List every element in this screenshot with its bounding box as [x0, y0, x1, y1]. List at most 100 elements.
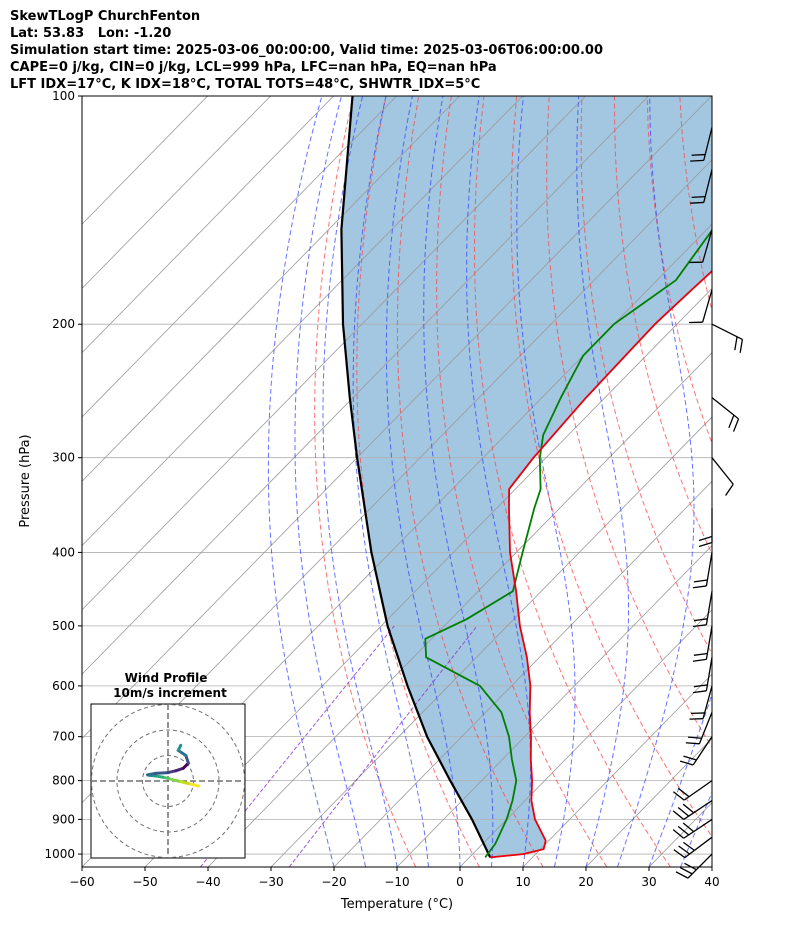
wind-barb-flag	[698, 535, 713, 542]
isotherm-line	[82, 96, 523, 547]
wind-barb	[689, 229, 713, 264]
wind-barb-staff	[692, 736, 713, 766]
wind-barb	[711, 397, 740, 432]
cin-shading	[341, 96, 712, 858]
wind-barb-staff	[683, 818, 713, 839]
isotherm-line	[396, 544, 712, 867]
y-tick-label: 800	[52, 774, 75, 788]
dewpoint-line	[424, 228, 712, 858]
wind-barb-flag	[691, 153, 706, 156]
x-tick-label: −20	[321, 875, 346, 889]
x-tick-label: −40	[195, 875, 220, 889]
wind-barb	[692, 591, 713, 628]
isotherm-line	[459, 609, 712, 867]
y-axis-label: Pressure (hPa)	[18, 434, 33, 527]
wind-barb	[711, 323, 744, 353]
wind-barb-flag	[678, 845, 690, 855]
isotherm-line	[522, 673, 712, 867]
isotherm-line	[270, 416, 712, 867]
wind-barb-flag	[684, 862, 697, 871]
temperature-line	[490, 269, 712, 859]
wind-barb	[689, 289, 713, 324]
wind-barb-flag	[728, 414, 735, 429]
time-line: Simulation start time: 2025-03-06_00:00:…	[10, 43, 603, 58]
wind-barb	[673, 836, 713, 859]
wind-barb-staff	[705, 625, 713, 660]
wind-barbs-layer	[672, 127, 744, 879]
wind-barb-flag	[690, 201, 704, 204]
wind-barb	[690, 169, 713, 204]
wind-barb-staff	[684, 836, 713, 859]
y-tick-label: 700	[52, 730, 75, 744]
trace-layer	[340, 96, 712, 859]
cape-cin-fill-layer	[341, 96, 712, 858]
location-line: Lat: 53.83 Lon: -1.20	[10, 26, 172, 41]
wind-barb-flag	[691, 195, 706, 199]
wind-barb-flag	[672, 810, 685, 820]
moist-adiabat-line	[294, 96, 366, 867]
wind-barb-staff	[711, 323, 743, 340]
y-tick-label: 900	[52, 812, 75, 826]
dry-adiabat-line	[778, 96, 794, 867]
wind-barb-flag	[692, 658, 707, 662]
isotherm-line	[144, 287, 712, 867]
x-tick-label: −10	[384, 875, 409, 889]
wind-barb-flag	[682, 803, 695, 814]
wind-barb-flag	[693, 618, 708, 622]
x-tick-label: 0	[456, 875, 464, 889]
index-line: LFT IDX=17°C, K IDX=18°C, TOTAL TOTS=48°…	[10, 77, 481, 92]
hodograph-segment	[166, 776, 180, 783]
wind-barb	[692, 552, 713, 589]
grid-layer	[82, 96, 794, 867]
wind-barb-flag	[687, 736, 702, 739]
x-tick-label: 20	[578, 875, 593, 889]
wind-barb	[711, 457, 734, 496]
dry-adiabat-line	[745, 96, 794, 867]
hodograph-segment	[176, 743, 183, 752]
wind-barb-flag	[673, 849, 686, 859]
wind-barb-flag	[683, 841, 695, 851]
isotherm-line	[711, 866, 712, 867]
wind-barb-flag	[693, 652, 708, 656]
wind-barb-flag	[739, 339, 744, 353]
hodograph-area	[91, 704, 245, 858]
moist-adiabat-line	[680, 791, 712, 867]
moist-adiabat-line	[466, 96, 531, 867]
x-tick-label: 30	[641, 875, 656, 889]
wind-barb-flag	[672, 829, 685, 839]
wind-barb-flag	[692, 690, 707, 694]
mixing-ratio-line	[288, 625, 478, 867]
y-tick-label: 600	[52, 679, 75, 693]
wind-barb	[675, 853, 713, 879]
hodograph-segment	[176, 748, 188, 757]
hodograph-segment	[176, 779, 190, 786]
wind-barb-flag	[683, 755, 697, 761]
wind-barb-flag	[734, 336, 738, 351]
wind-barb-flag	[675, 871, 689, 879]
hodograph-segment	[153, 771, 170, 775]
wind-barb	[679, 736, 713, 766]
moist-adiabat-line	[267, 96, 335, 867]
isotherm-line	[82, 96, 586, 611]
x-tick-label: 10	[515, 875, 530, 889]
wind-barb-staff	[711, 457, 734, 485]
wind-barb-flag	[692, 624, 707, 628]
chart-title: SkewTLogP ChurchFenton	[10, 9, 201, 24]
wind-barb-flag	[682, 822, 695, 833]
x-axis-label: Temperature (°C)	[340, 897, 453, 912]
y-tick-label: 200	[52, 317, 75, 331]
isotherm-line	[82, 96, 271, 290]
dry-adiabat-line	[614, 96, 712, 555]
moist-adiabat-line	[516, 96, 576, 867]
wind-barb-flag	[732, 418, 740, 432]
wind-barb	[685, 712, 713, 745]
y-tick-label: 400	[52, 545, 75, 559]
chart-header: SkewTLogP ChurchFenton Lat: 53.83 Lon: -…	[10, 8, 603, 93]
y-tick-label: 100	[52, 89, 75, 103]
y-tick-label: 500	[52, 619, 75, 633]
wind-barb-flag	[690, 159, 704, 162]
wind-barb-flag	[685, 742, 700, 745]
wind-barb	[690, 127, 713, 162]
dry-adiabat-line	[711, 96, 712, 98]
